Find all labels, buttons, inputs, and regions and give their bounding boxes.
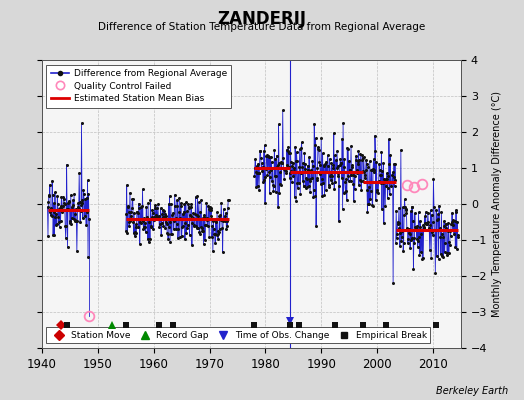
Y-axis label: Monthly Temperature Anomaly Difference (°C): Monthly Temperature Anomaly Difference (… (492, 91, 501, 317)
Text: Berkeley Earth: Berkeley Earth (436, 386, 508, 396)
Text: Difference of Station Temperature Data from Regional Average: Difference of Station Temperature Data f… (99, 22, 425, 32)
Text: ZANDERIJ: ZANDERIJ (217, 10, 307, 28)
Legend: Station Move, Record Gap, Time of Obs. Change, Empirical Break: Station Move, Record Gap, Time of Obs. C… (47, 327, 430, 344)
